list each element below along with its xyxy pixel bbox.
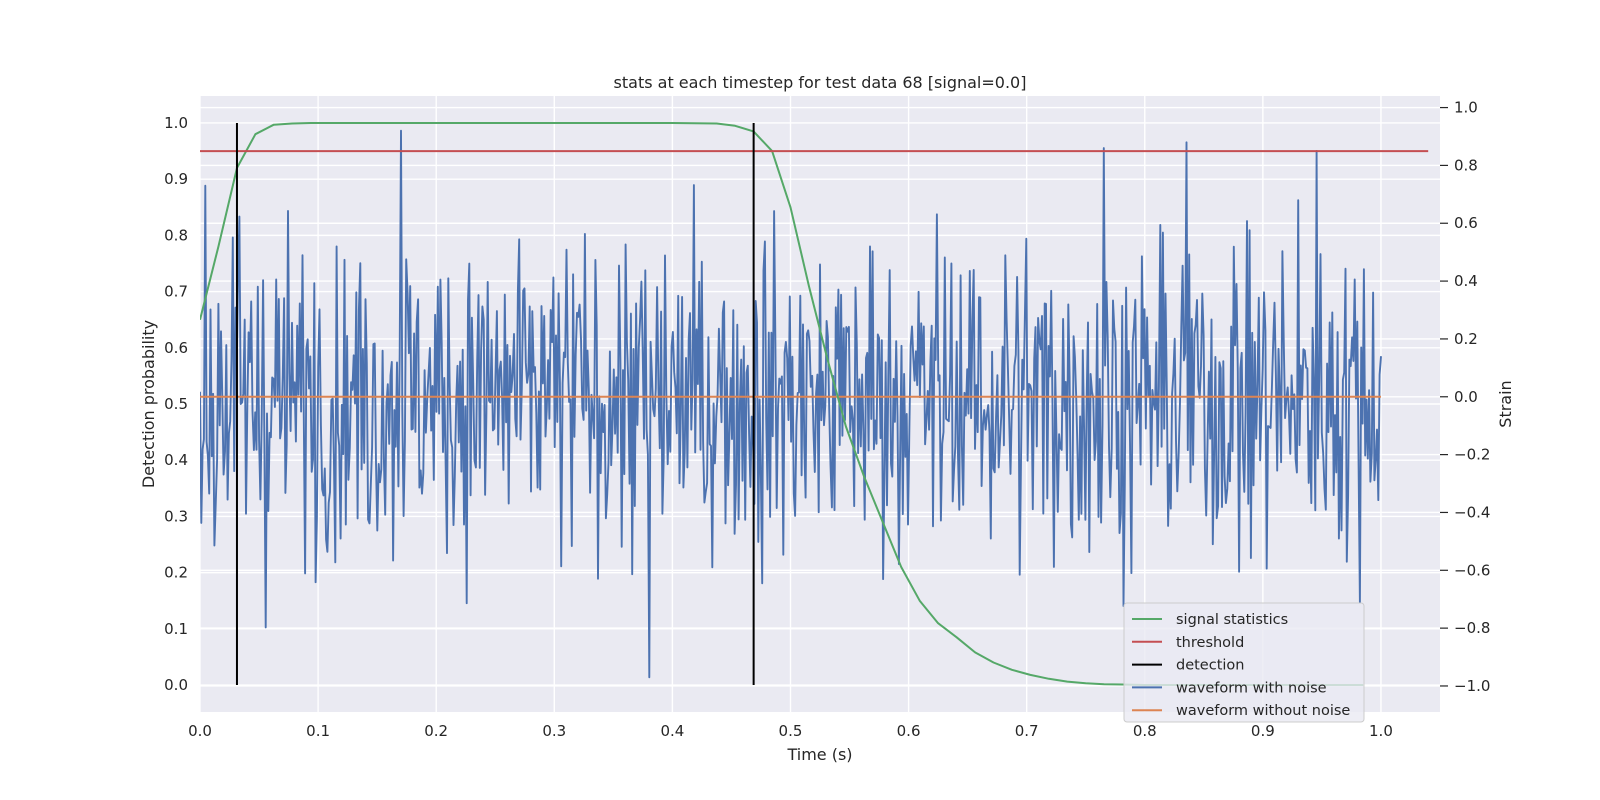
y-axis-left-label: Detection probability (139, 320, 158, 488)
y-left-tick-label: 0.9 (164, 170, 188, 188)
legend-label: threshold (1176, 635, 1244, 651)
x-tick-label: 0.7 (1015, 722, 1039, 740)
y-left-tick-label: 0.0 (164, 676, 188, 694)
x-tick-label: 0.4 (660, 722, 684, 740)
y-right-tick-label: 0.6 (1454, 214, 1478, 232)
y-right-tick-label: 0.4 (1454, 272, 1478, 290)
y-left-tick-label: 0.1 (164, 620, 188, 638)
y-right-tick-label: 0.0 (1454, 388, 1478, 406)
y-left-tick-label: 0.7 (164, 283, 188, 301)
x-tick-label: 0.3 (542, 722, 566, 740)
y-left-tick-label: 0.2 (164, 564, 188, 582)
y-right-tick-label: −0.4 (1454, 503, 1490, 521)
y-right-tick-label: −0.2 (1454, 446, 1490, 464)
x-tick-label: 0.6 (897, 722, 921, 740)
y-right-tick-label: −0.8 (1454, 619, 1490, 637)
y-left-tick-label: 0.3 (164, 507, 188, 525)
legend: signal statistics threshold detection wavef… (1123, 602, 1365, 723)
x-axis: 0.0 0.1 0.2 0.3 0.4 0.5 0.6 0.7 0.8 0.9 1.0 (188, 722, 1393, 740)
y-right-tick-label: −0.6 (1454, 561, 1490, 579)
series-waveform-with-noise (200, 129, 1382, 679)
x-tick-label: 0.9 (1251, 722, 1275, 740)
series-signal-statistics (200, 122, 1364, 686)
x-tick-label: 0.8 (1133, 722, 1157, 740)
y-right-tick-label: −1.0 (1454, 677, 1490, 695)
x-axis-label: Time (s) (786, 745, 852, 764)
legend-label: detection (1176, 658, 1244, 674)
y-left-tick-label: 0.4 (164, 451, 188, 469)
x-tick-label: 0.5 (779, 722, 803, 740)
y-right-tick-label: 0.8 (1454, 156, 1478, 174)
legend-label: waveform without noise (1176, 703, 1350, 719)
x-tick-label: 0.2 (424, 722, 448, 740)
x-tick-label: 0.0 (188, 722, 212, 740)
y-left-tick-label: 1.0 (164, 114, 188, 132)
legend-label: signal statistics (1176, 612, 1288, 628)
y-axis-right: −1.0 −0.8 −0.6 −0.4 −0.2 0.0 0.2 0.4 0.6 0.8 1.0 (1440, 99, 1490, 695)
y-left-tick-label: 0.8 (164, 226, 188, 244)
y-axis-left: 0.0 0.1 0.2 0.3 0.4 0.5 0.6 0.7 0.8 0.9 1.0 (164, 114, 188, 694)
chart-title: stats at each timestep for test data 68 … (614, 73, 1027, 92)
legend-box (1123, 602, 1365, 723)
y-left-tick-label: 0.6 (164, 339, 188, 357)
y-left-tick-label: 0.5 (164, 395, 188, 413)
y-right-tick-label: 0.2 (1454, 330, 1478, 348)
x-tick-label: 1.0 (1369, 722, 1393, 740)
y-right-tick-label: 1.0 (1454, 99, 1478, 117)
y-axis-right-label: Strain (1496, 380, 1515, 427)
x-tick-label: 0.1 (306, 722, 330, 740)
series-layer (200, 122, 1429, 686)
legend-label: waveform with noise (1176, 680, 1327, 696)
